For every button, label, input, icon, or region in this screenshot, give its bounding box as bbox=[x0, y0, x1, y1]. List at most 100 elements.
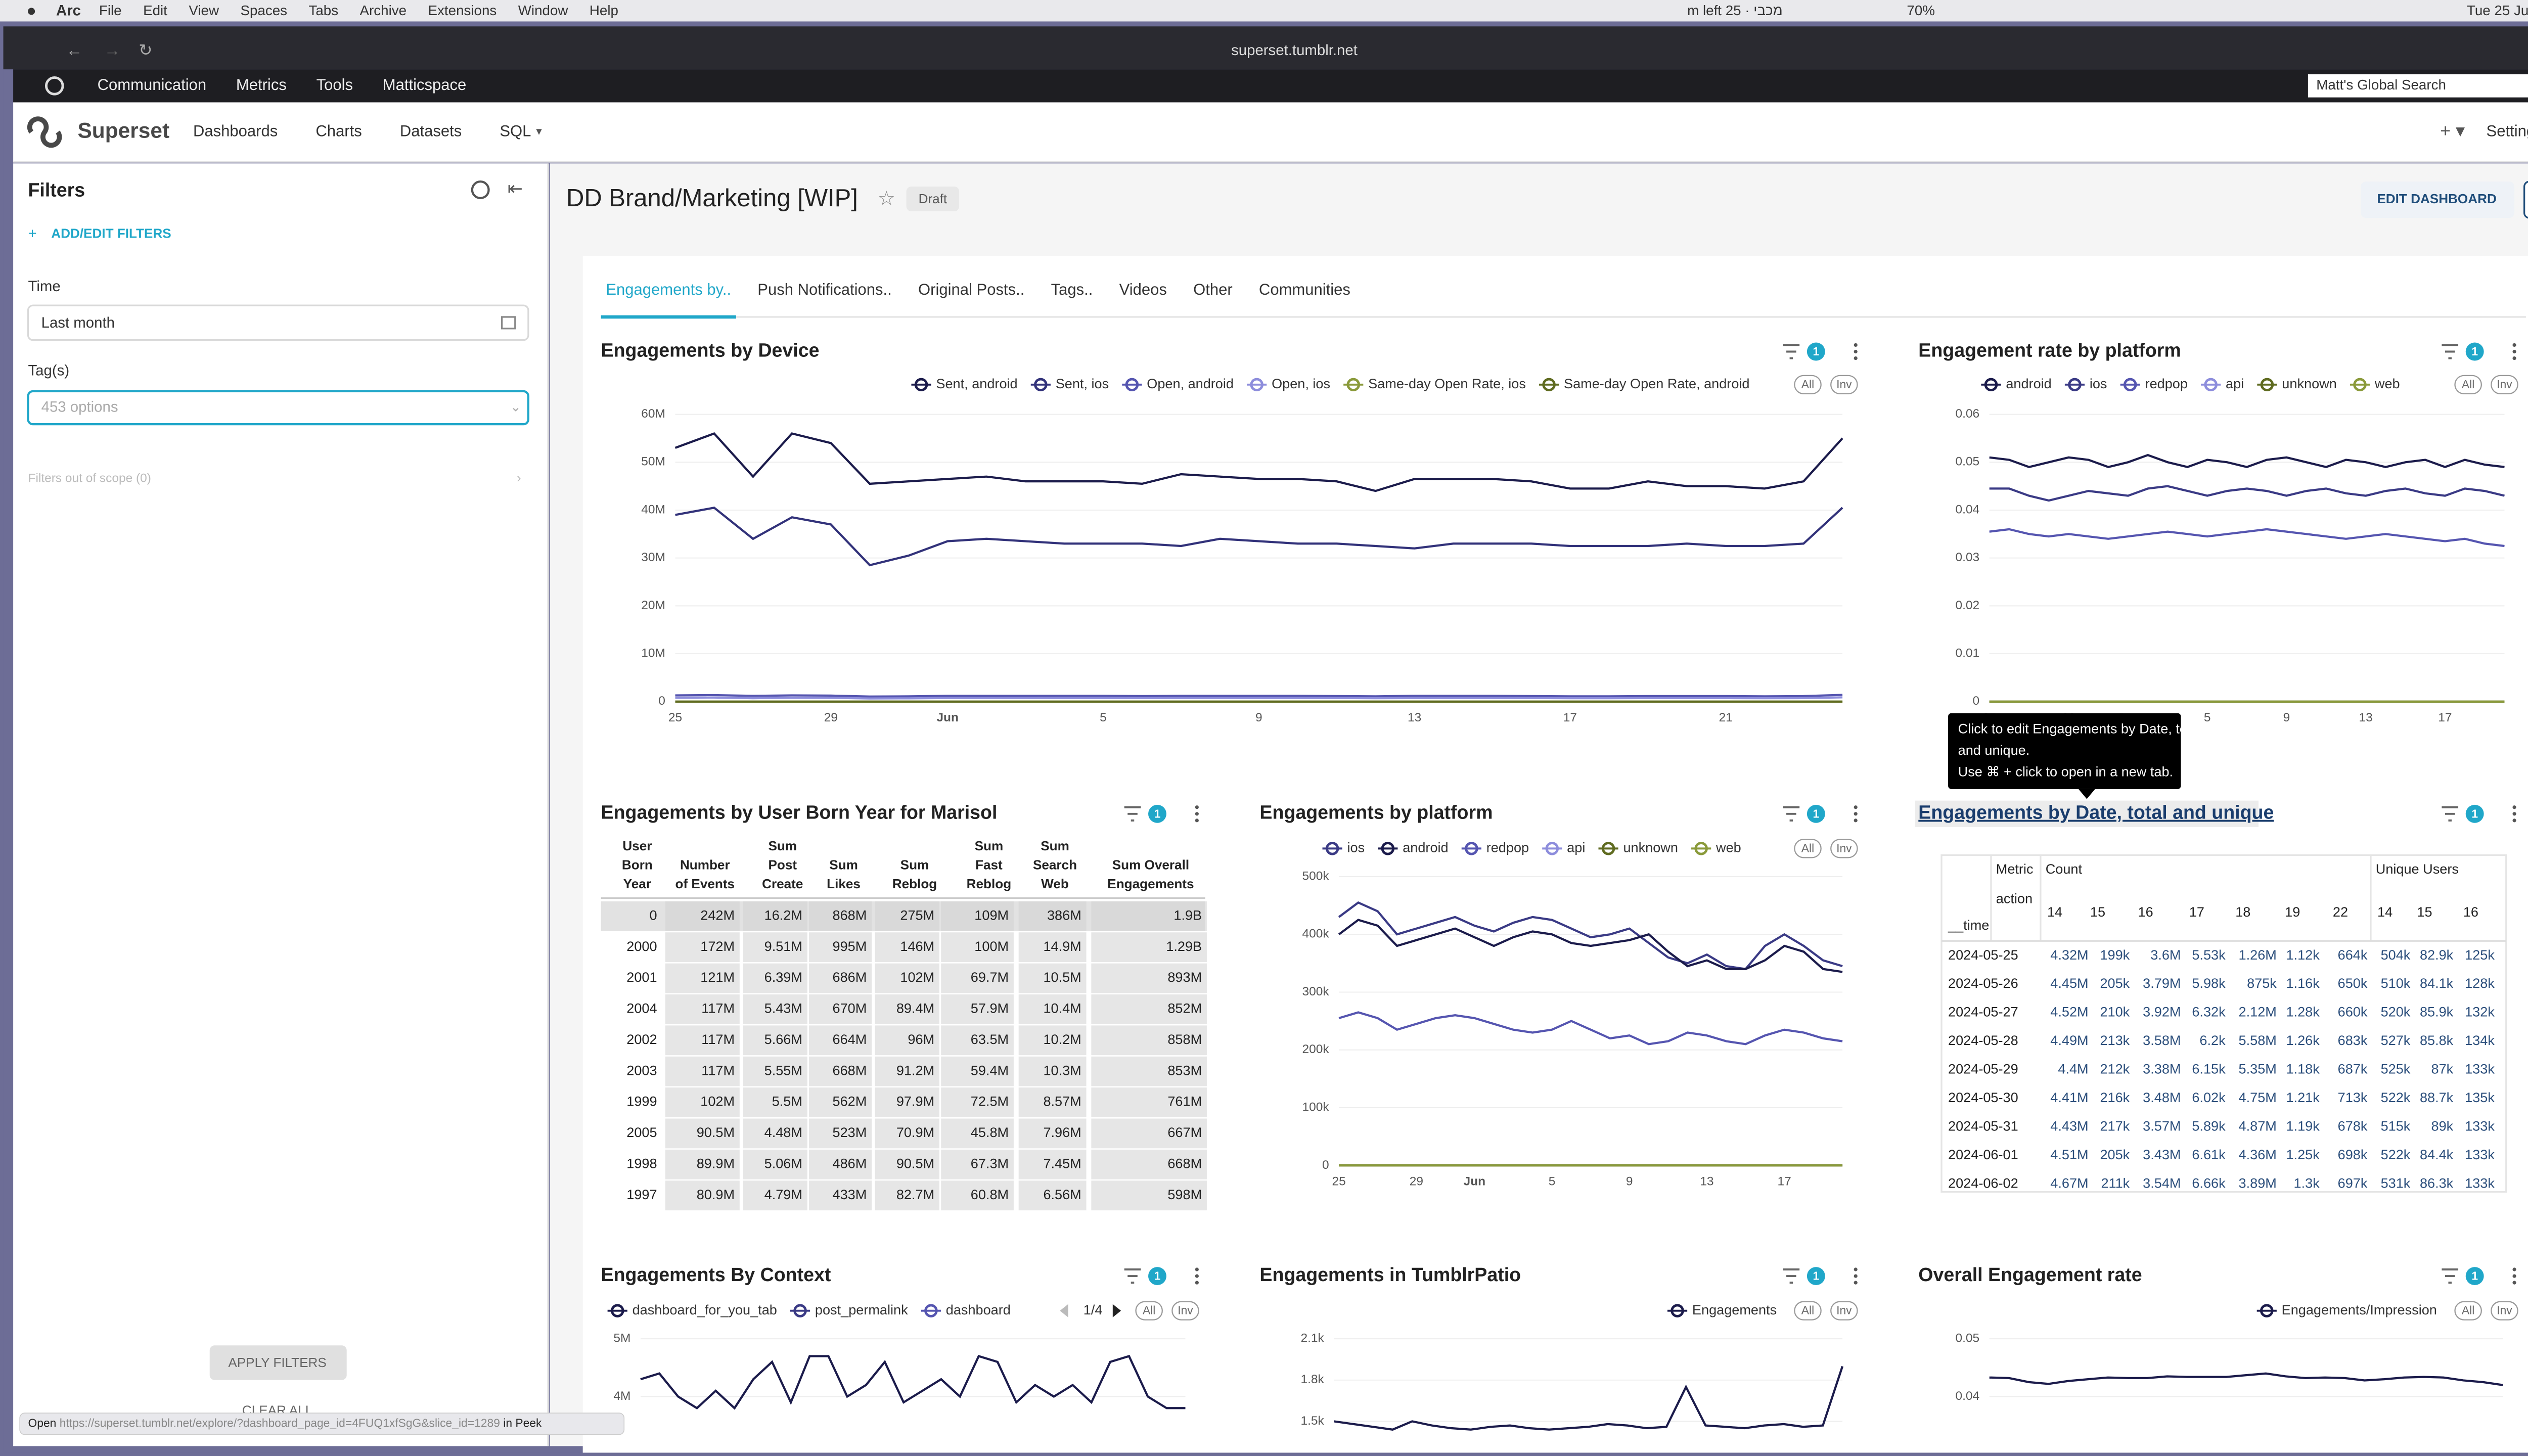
menu-dot[interactable] bbox=[1195, 805, 1199, 809]
legend-label[interactable]: Sent, android bbox=[936, 376, 1017, 391]
top-nav-item[interactable]: Metrics bbox=[236, 76, 287, 94]
legend-control[interactable] bbox=[2454, 1301, 2482, 1321]
top-nav-item[interactable]: Tools bbox=[317, 76, 353, 94]
app-nav-item[interactable]: SQL bbox=[500, 122, 531, 140]
legend-label[interactable]: api bbox=[1567, 840, 1585, 855]
filter-icon[interactable] bbox=[1783, 1268, 1800, 1284]
menu-dot[interactable] bbox=[1854, 805, 1858, 809]
legend-control[interactable] bbox=[1794, 375, 1822, 394]
legend-label[interactable]: unknown bbox=[1623, 840, 1678, 855]
menu-dot[interactable] bbox=[1854, 356, 1858, 360]
legend-label[interactable]: unknown bbox=[2282, 376, 2336, 391]
menu-dot[interactable] bbox=[2512, 1267, 2516, 1271]
forward-button[interactable]: → bbox=[104, 40, 121, 59]
legend-label[interactable]: api bbox=[2226, 376, 2244, 391]
legend-label[interactable]: redpop bbox=[2145, 376, 2188, 391]
tab[interactable]: Original Posts.. bbox=[918, 281, 1024, 298]
legend-control[interactable] bbox=[1830, 375, 1858, 394]
menu-dot[interactable] bbox=[2512, 349, 2516, 354]
legend-label[interactable]: Same-day Open Rate, ios bbox=[1368, 376, 1526, 391]
legend-control[interactable] bbox=[2454, 375, 2482, 394]
legend-label[interactable]: Engagements/Impression bbox=[2282, 1302, 2437, 1317]
menu-dot[interactable] bbox=[1195, 812, 1199, 816]
menu-item[interactable]: Archive bbox=[360, 3, 407, 18]
menu-item[interactable]: Help bbox=[590, 3, 618, 18]
legend-control[interactable] bbox=[1794, 839, 1822, 858]
legend-control[interactable] bbox=[1171, 1301, 1199, 1321]
app-nav-item[interactable]: Dashboards bbox=[193, 122, 278, 140]
menu-item[interactable]: Extensions bbox=[428, 3, 497, 18]
legend-label[interactable]: ios bbox=[2090, 376, 2107, 391]
top-nav-item[interactable]: Communication bbox=[98, 76, 206, 94]
menu-dot[interactable] bbox=[1854, 818, 1858, 823]
legend-label[interactable]: redpop bbox=[1486, 840, 1529, 855]
reload-button[interactable]: ↻ bbox=[139, 40, 152, 59]
address[interactable]: superset.tumblr.net bbox=[1231, 42, 1358, 59]
filter-icon[interactable] bbox=[1124, 1268, 1141, 1284]
chart-title[interactable]: Engagements by Device bbox=[601, 339, 820, 360]
menu-dot[interactable] bbox=[2512, 805, 2516, 809]
app-name[interactable]: Arc bbox=[56, 3, 81, 19]
tab[interactable]: Videos bbox=[1119, 281, 1167, 298]
filter-icon[interactable] bbox=[1783, 806, 1800, 822]
legend-label[interactable]: dashboard_for_you_tab bbox=[633, 1302, 777, 1317]
tags-input[interactable] bbox=[27, 390, 530, 426]
out-of-scope[interactable]: Filters out of scope (0) bbox=[28, 471, 151, 485]
add-filters[interactable]: ADD/EDIT FILTERS bbox=[51, 226, 171, 241]
menu-item[interactable]: View bbox=[189, 3, 219, 18]
filter-icon[interactable] bbox=[1124, 806, 1141, 822]
collapse-panel[interactable]: ⇤ bbox=[508, 178, 523, 199]
legend-control[interactable] bbox=[2491, 375, 2518, 394]
menu-dot[interactable] bbox=[1195, 1281, 1199, 1285]
chart-title[interactable]: Engagements by Date, total and unique bbox=[1918, 802, 2274, 823]
add-button[interactable]: + ▾ bbox=[2440, 120, 2465, 141]
legend-label[interactable]: ios bbox=[1347, 840, 1365, 855]
menu-dot[interactable] bbox=[1195, 1274, 1199, 1278]
legend-label[interactable]: Engagements bbox=[1692, 1302, 1777, 1317]
global-search[interactable] bbox=[2308, 74, 2528, 98]
legend-label[interactable]: Same-day Open Rate, android bbox=[1564, 376, 1750, 391]
legend-control[interactable] bbox=[1794, 1301, 1822, 1321]
menu-item[interactable]: Edit bbox=[143, 3, 167, 18]
chart-title[interactable]: Engagements in TumblrPatio bbox=[1259, 1264, 1521, 1285]
filter-icon[interactable] bbox=[2442, 344, 2459, 359]
chart-title[interactable]: Engagements by User Born Year for Mariso… bbox=[601, 802, 998, 823]
app-nav-item[interactable]: Charts bbox=[315, 122, 362, 140]
menu-dot[interactable] bbox=[2512, 356, 2516, 360]
legend-label[interactable]: web bbox=[2374, 376, 2400, 391]
legend-label[interactable]: android bbox=[1403, 840, 1448, 855]
settings[interactable]: Settings bbox=[2487, 122, 2528, 140]
legend-label[interactable]: web bbox=[1716, 840, 1741, 855]
time-input[interactable] bbox=[27, 304, 529, 341]
menu-dot[interactable] bbox=[1854, 812, 1858, 816]
menu-dot[interactable] bbox=[1854, 1267, 1858, 1271]
tab[interactable]: Push Notifications.. bbox=[757, 281, 891, 298]
tab[interactable]: Other bbox=[1193, 281, 1233, 298]
pager-next[interactable] bbox=[1112, 1304, 1121, 1317]
menu-dot[interactable] bbox=[1195, 818, 1199, 823]
pager-prev[interactable] bbox=[1060, 1304, 1068, 1317]
legend-label[interactable]: Open, ios bbox=[1272, 376, 1330, 391]
menu-dot[interactable] bbox=[1854, 1281, 1858, 1285]
filter-icon[interactable] bbox=[1783, 344, 1800, 359]
legend-label[interactable]: dashboard bbox=[946, 1302, 1011, 1317]
legend-control[interactable] bbox=[1830, 839, 1858, 858]
chart-title[interactable]: Engagements by platform bbox=[1259, 802, 1493, 823]
chart-title[interactable]: Engagement rate by platform bbox=[1918, 339, 2181, 360]
legend-control[interactable] bbox=[1135, 1301, 1163, 1321]
menu-dot[interactable] bbox=[1854, 349, 1858, 354]
tab[interactable]: Engagements by.. bbox=[606, 281, 731, 298]
menu-item[interactable]: Spaces bbox=[240, 3, 287, 18]
menu-dot[interactable] bbox=[1854, 1274, 1858, 1278]
apply-button[interactable] bbox=[209, 1345, 347, 1380]
menu-dot[interactable] bbox=[2512, 343, 2516, 347]
chart-title[interactable]: Overall Engagement rate bbox=[1918, 1264, 2142, 1285]
legend-label[interactable]: android bbox=[2006, 376, 2051, 391]
legend-control[interactable] bbox=[2491, 1301, 2518, 1321]
edit-button[interactable] bbox=[2361, 181, 2515, 218]
menu-dot[interactable] bbox=[2512, 812, 2516, 816]
legend-label[interactable]: Open, android bbox=[1147, 376, 1234, 391]
tab[interactable]: Tags.. bbox=[1051, 281, 1093, 298]
top-nav-item[interactable]: Matticspace bbox=[383, 76, 466, 94]
more-button[interactable] bbox=[2523, 180, 2528, 219]
